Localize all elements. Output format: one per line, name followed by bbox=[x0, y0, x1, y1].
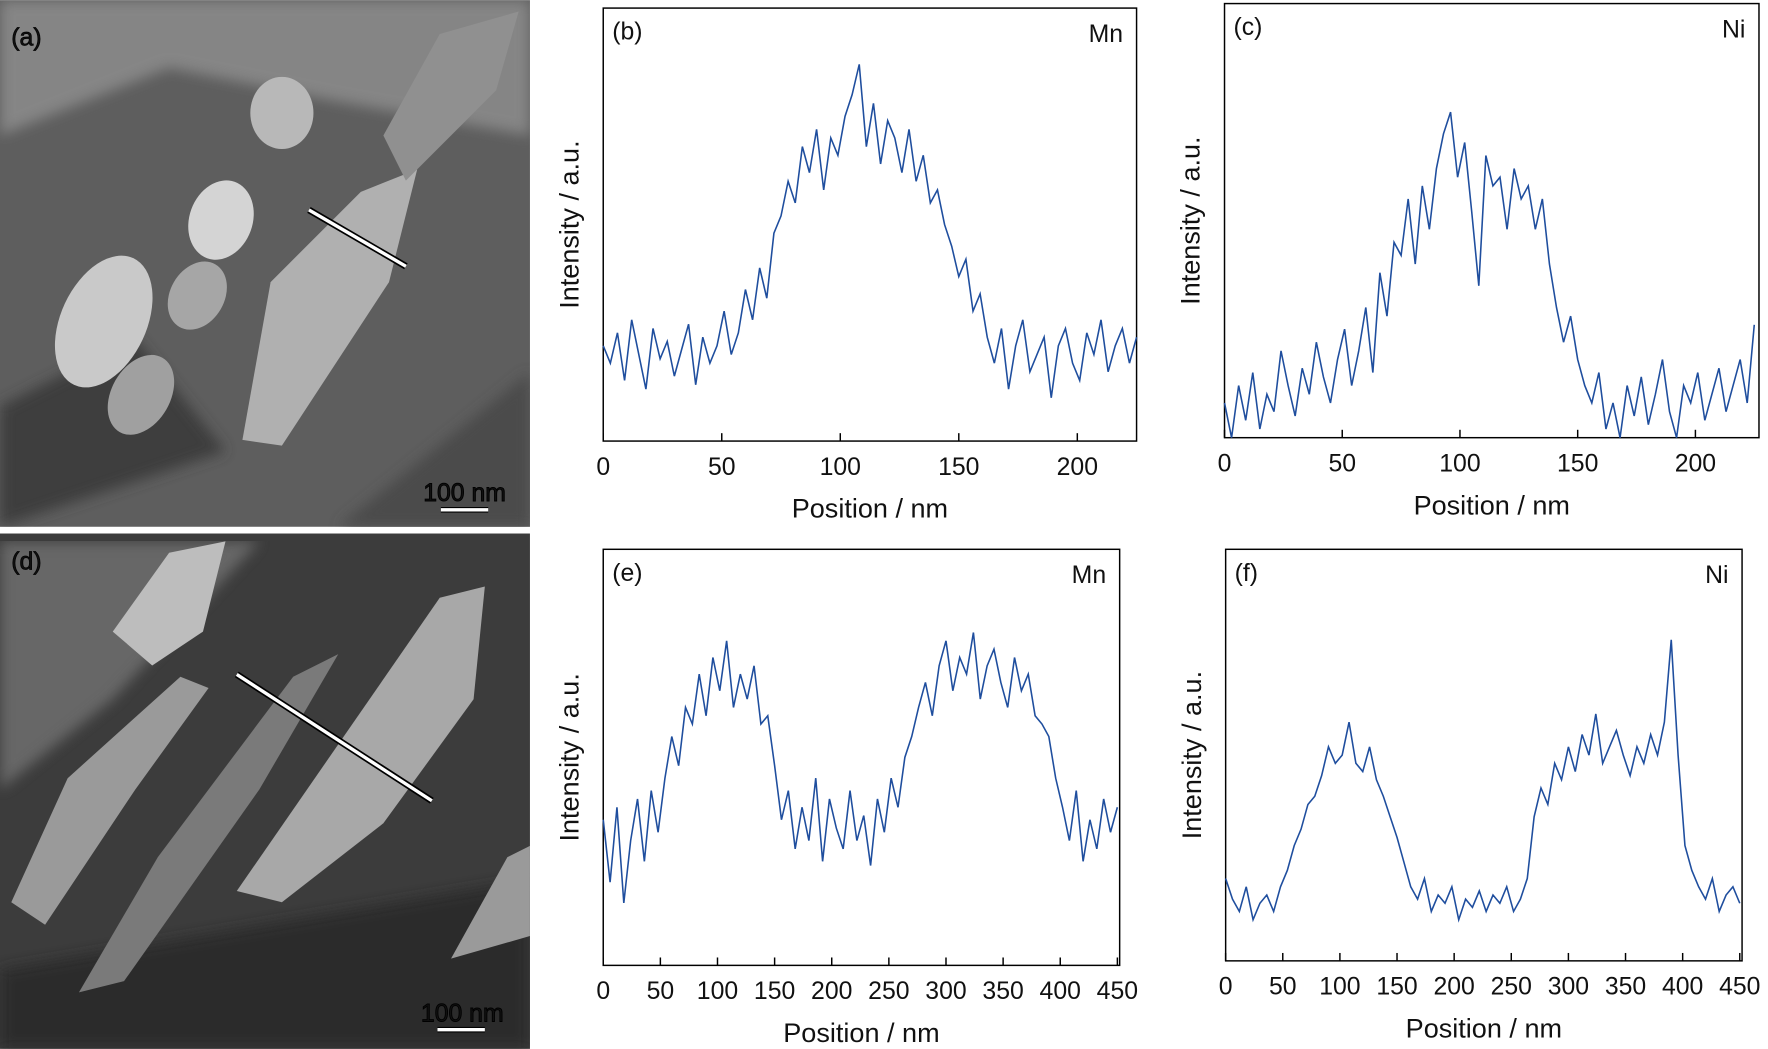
x-tick-label: 350 bbox=[1605, 974, 1646, 1001]
panel-label: (c) bbox=[1234, 14, 1263, 41]
panel-label: (f) bbox=[1235, 560, 1258, 587]
x-tick-label: 150 bbox=[938, 454, 979, 481]
x-tick-label: 250 bbox=[868, 978, 909, 1005]
x-tick-label: 100 bbox=[820, 454, 861, 481]
x-tick-label: 200 bbox=[1433, 974, 1474, 1001]
x-tick-label: 350 bbox=[982, 978, 1023, 1005]
panel-label: (a) bbox=[11, 24, 41, 51]
x-tick-label: 200 bbox=[811, 978, 852, 1005]
y-axis-title: Intensity / a.u. bbox=[1177, 671, 1207, 839]
x-axis-title: Position / nm bbox=[792, 494, 948, 524]
x-axis-title: Position / nm bbox=[1414, 490, 1570, 520]
x-tick-label: 0 bbox=[1218, 451, 1232, 478]
data-line bbox=[1223, 111, 1756, 438]
x-tick-label: 50 bbox=[1328, 451, 1356, 478]
x-tick-label: 200 bbox=[1057, 454, 1098, 481]
panel-label: (d) bbox=[11, 549, 41, 576]
x-tick-label: 450 bbox=[1719, 974, 1760, 1001]
x-tick-label: 100 bbox=[1319, 974, 1360, 1001]
x-tick-label: 150 bbox=[754, 978, 795, 1005]
x-tick-label: 100 bbox=[697, 978, 738, 1005]
panel-label: (e) bbox=[612, 560, 642, 587]
x-tick-label: 0 bbox=[1219, 974, 1233, 1001]
scale-bar-label: 100 nm bbox=[423, 480, 506, 507]
data-line bbox=[602, 632, 1119, 904]
x-tick-label: 300 bbox=[1548, 974, 1589, 1001]
plot-frame bbox=[1223, 2, 1760, 439]
plot-frame bbox=[1224, 548, 1743, 962]
plot-frame bbox=[602, 548, 1121, 967]
x-tick-label: 50 bbox=[708, 454, 736, 481]
micrograph-d: (d) 100 nm bbox=[0, 533, 530, 1049]
x-tick-label: 0 bbox=[596, 978, 610, 1005]
x-tick-label: 100 bbox=[1439, 451, 1480, 478]
element-label: Mn bbox=[1089, 21, 1123, 48]
plot-frame bbox=[602, 7, 1138, 442]
y-axis-title: Intensity / a.u. bbox=[554, 140, 584, 308]
element-label: Ni bbox=[1722, 16, 1745, 43]
y-axis-title: Intensity / a.u. bbox=[554, 673, 584, 841]
x-tick-label: 150 bbox=[1557, 451, 1598, 478]
element-label: Mn bbox=[1072, 562, 1106, 589]
y-axis-title: Intensity / a.u. bbox=[1176, 136, 1206, 304]
x-tick-label: 250 bbox=[1491, 974, 1532, 1001]
x-tick-label: 0 bbox=[596, 454, 610, 481]
element-label: Ni bbox=[1705, 562, 1728, 589]
x-tick-label: 300 bbox=[925, 978, 966, 1005]
scale-bar-label: 100 nm bbox=[421, 1001, 504, 1028]
x-tick-label: 400 bbox=[1040, 978, 1081, 1005]
x-tick-label: 200 bbox=[1675, 451, 1716, 478]
data-line bbox=[1224, 639, 1741, 923]
x-tick-label: 400 bbox=[1662, 974, 1703, 1001]
micrograph-a: (a) 100 nm bbox=[0, 0, 530, 527]
panel-label: (b) bbox=[612, 19, 642, 46]
x-tick-label: 50 bbox=[647, 978, 675, 1005]
x-tick-label: 50 bbox=[1269, 974, 1297, 1001]
x-tick-label: 150 bbox=[1376, 974, 1417, 1001]
x-axis-title: Position / nm bbox=[783, 1018, 939, 1048]
x-tick-label: 450 bbox=[1097, 978, 1138, 1005]
data-line bbox=[602, 64, 1138, 398]
x-axis-title: Position / nm bbox=[1406, 1014, 1562, 1044]
